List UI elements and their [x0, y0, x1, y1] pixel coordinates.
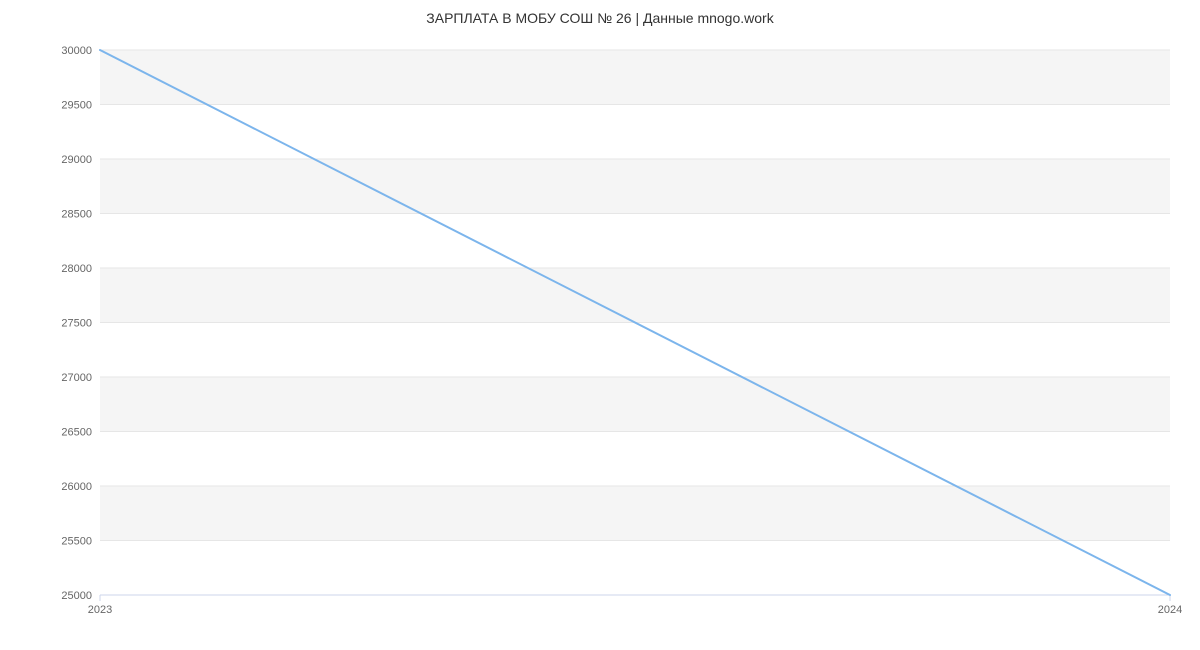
y-tick-label: 25000 [61, 590, 92, 602]
plot-band [100, 541, 1170, 596]
plot-band [100, 214, 1170, 269]
plot-band [100, 377, 1170, 432]
chart-svg: 25000 25500 26000 26500 27000 27500 28000 28500… [0, 0, 1200, 650]
x-tick-label: 2023 [88, 604, 112, 616]
y-tick-label: 25500 [61, 536, 92, 548]
y-tick-label: 29500 [61, 100, 92, 112]
y-tick-label: 28500 [61, 209, 92, 221]
y-tick-label: 28000 [61, 263, 92, 275]
line-chart: ЗАРПЛАТА В МОБУ СОШ № 26 | Данные mnogo.… [0, 0, 1200, 650]
y-tick-label: 26000 [61, 481, 92, 493]
y-tick-label: 27500 [61, 318, 92, 330]
plot-band [100, 50, 1170, 105]
x-tick-label: 2024 [1158, 604, 1182, 616]
plot-band [100, 268, 1170, 323]
y-tick-label: 30000 [61, 45, 92, 57]
chart-title: ЗАРПЛАТА В МОБУ СОШ № 26 | Данные mnogo.… [0, 10, 1200, 26]
y-tick-label: 26500 [61, 427, 92, 439]
plot-band [100, 159, 1170, 214]
y-tick-label: 27000 [61, 372, 92, 384]
plot-band [100, 323, 1170, 378]
plot-band [100, 432, 1170, 487]
y-tick-label: 29000 [61, 154, 92, 166]
